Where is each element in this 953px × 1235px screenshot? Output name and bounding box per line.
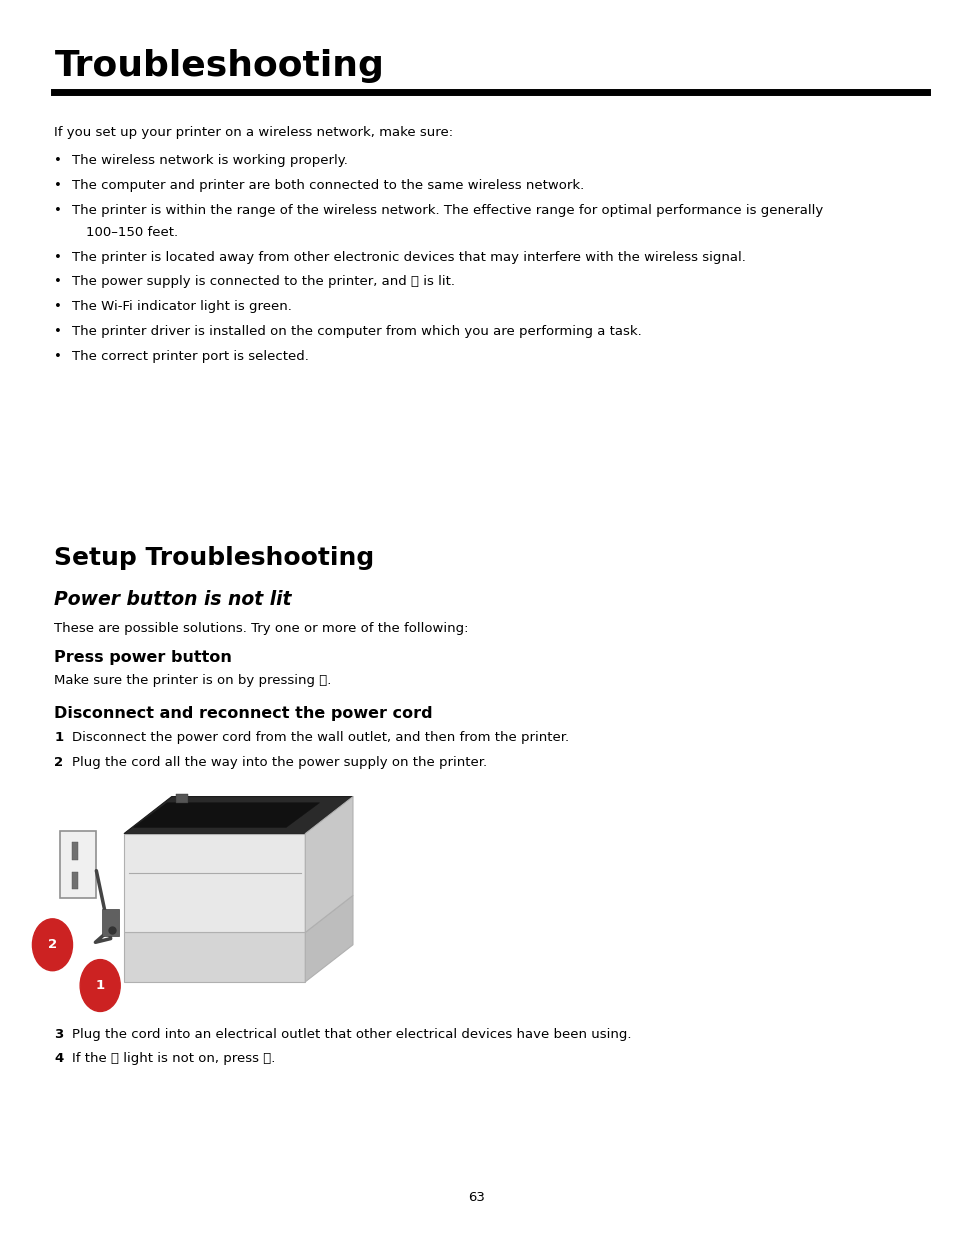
FancyBboxPatch shape: [176, 794, 188, 803]
Text: Plug the cord into an electrical outlet that other electrical devices have been : Plug the cord into an electrical outlet …: [71, 1028, 630, 1041]
Text: The computer and printer are both connected to the same wireless network.: The computer and printer are both connec…: [71, 179, 583, 193]
FancyBboxPatch shape: [60, 831, 96, 899]
Text: •: •: [54, 154, 62, 168]
Text: •: •: [54, 350, 62, 363]
Text: 1: 1: [95, 979, 105, 992]
Text: If you set up your printer on a wireless network, make sure:: If you set up your printer on a wireless…: [54, 126, 453, 140]
Text: 2: 2: [54, 756, 64, 769]
Text: •: •: [54, 300, 62, 314]
Text: The printer is located away from other electronic devices that may interfere wit: The printer is located away from other e…: [71, 251, 744, 264]
Text: 4: 4: [54, 1052, 64, 1066]
Text: The Wi-Fi indicator light is green.: The Wi-Fi indicator light is green.: [71, 300, 291, 314]
Text: •: •: [54, 275, 62, 289]
Text: •: •: [54, 251, 62, 264]
Text: The power supply is connected to the printer, and ⏻ is lit.: The power supply is connected to the pri…: [71, 275, 454, 289]
Text: These are possible solutions. Try one or more of the following:: These are possible solutions. Try one or…: [54, 622, 468, 636]
Polygon shape: [305, 797, 353, 932]
Polygon shape: [133, 803, 319, 827]
Text: The wireless network is working properly.: The wireless network is working properly…: [71, 154, 347, 168]
FancyBboxPatch shape: [71, 872, 78, 889]
Text: Press power button: Press power button: [54, 650, 232, 664]
Text: Troubleshooting: Troubleshooting: [54, 49, 384, 84]
Text: If the ⏻ light is not on, press ⏻.: If the ⏻ light is not on, press ⏻.: [71, 1052, 274, 1066]
FancyBboxPatch shape: [102, 909, 119, 936]
Text: 2: 2: [48, 939, 57, 951]
Text: •: •: [54, 325, 62, 338]
Polygon shape: [305, 895, 353, 982]
Text: Power button is not lit: Power button is not lit: [54, 590, 292, 609]
Polygon shape: [124, 834, 305, 932]
Circle shape: [32, 919, 72, 971]
Polygon shape: [124, 932, 305, 982]
Text: The printer driver is installed on the computer from which you are performing a : The printer driver is installed on the c…: [71, 325, 640, 338]
Text: Make sure the printer is on by pressing ⏻.: Make sure the printer is on by pressing …: [54, 674, 332, 688]
Polygon shape: [124, 797, 353, 834]
Text: •: •: [54, 204, 62, 217]
Text: •: •: [54, 179, 62, 193]
Circle shape: [80, 960, 120, 1011]
Text: 1: 1: [54, 731, 64, 745]
Text: Setup Troubleshooting: Setup Troubleshooting: [54, 546, 375, 569]
Text: Plug the cord all the way into the power supply on the printer.: Plug the cord all the way into the power…: [71, 756, 486, 769]
Text: The correct printer port is selected.: The correct printer port is selected.: [71, 350, 308, 363]
Text: 3: 3: [54, 1028, 64, 1041]
FancyBboxPatch shape: [71, 842, 78, 860]
Text: 63: 63: [468, 1191, 485, 1204]
Text: 100–150 feet.: 100–150 feet.: [86, 226, 178, 240]
Text: Disconnect the power cord from the wall outlet, and then from the printer.: Disconnect the power cord from the wall …: [71, 731, 568, 745]
Text: The printer is within the range of the wireless network. The effective range for: The printer is within the range of the w…: [71, 204, 821, 217]
Text: Disconnect and reconnect the power cord: Disconnect and reconnect the power cord: [54, 706, 433, 721]
